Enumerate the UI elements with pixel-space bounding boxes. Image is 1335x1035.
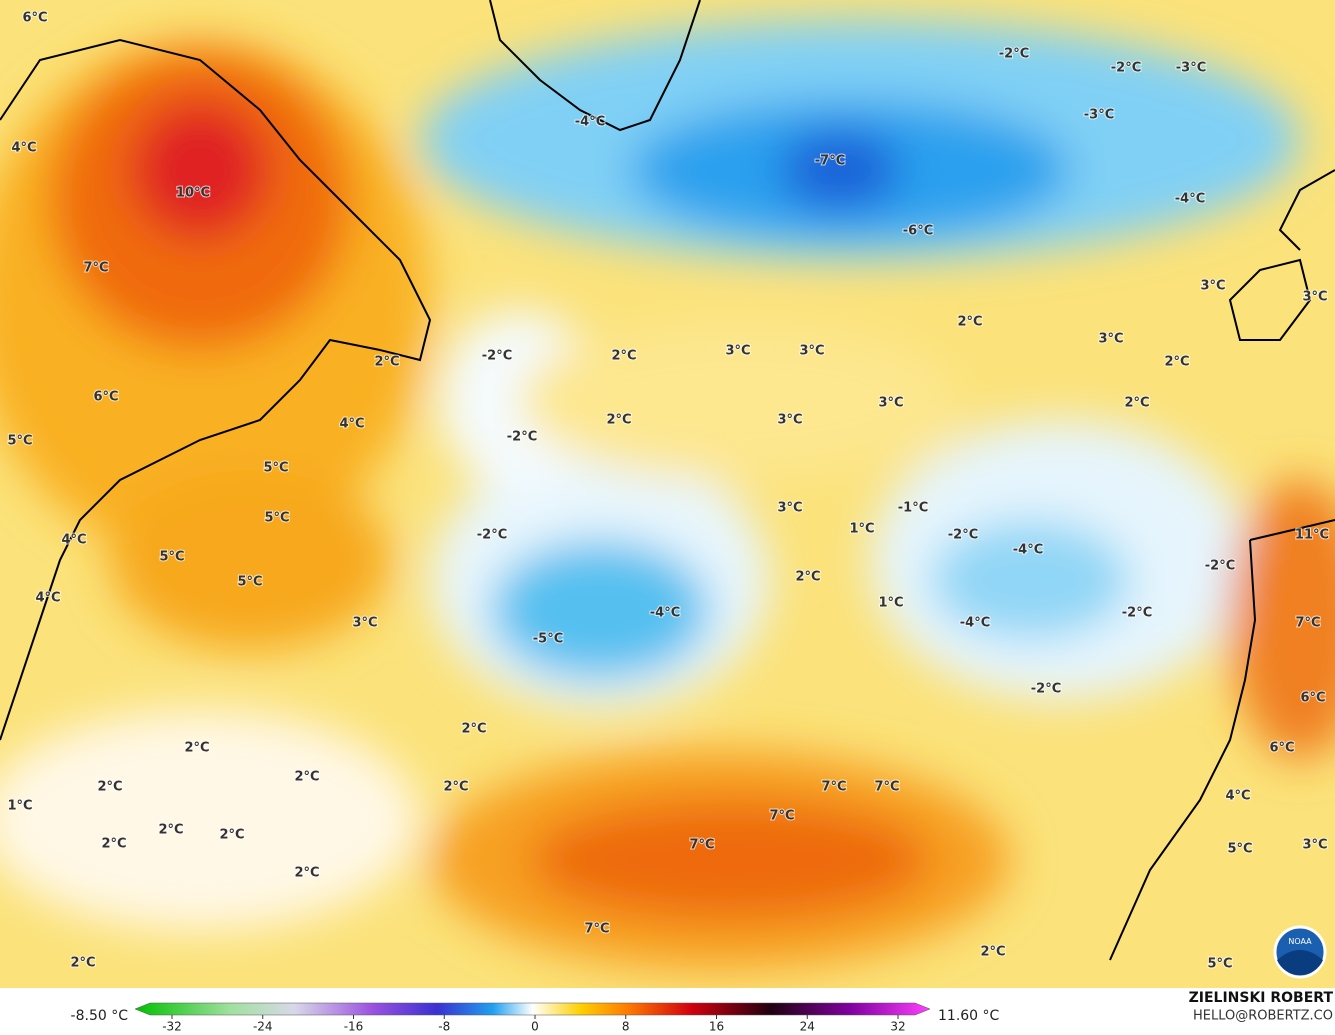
temp-label: 5°C [237,575,262,590]
temp-label: 2°C [158,823,183,838]
temp-label: 4°C [61,533,86,548]
temp-label: -4°C [1175,192,1205,207]
temperature-labels: 6°C 4°C 10°C 7°C 6°C 5°C 4°C 2°C 5°C 5°C 4°C 5°C 5°C… [6,10,1330,973]
temp-label: 3°C [799,344,824,359]
temp-label: 6°C [22,11,47,26]
temp-label: 2°C [957,315,982,330]
temp-label: -2°C [1122,606,1152,621]
temp-label: 7°C [584,922,609,937]
temp-label: -2°C [1205,559,1235,574]
temp-label: -4°C [1013,543,1043,558]
colorbar-tick-label: 8 [622,1020,630,1034]
colorbar: -8.50 °C 11.60 °C -32 -24 -16 -8 0 8 16 24 32 [71,1002,1000,1034]
temp-label: 1°C [878,596,903,611]
temp-label: 7°C [821,780,846,795]
temp-label: 2°C [1124,396,1149,411]
temp-label: -5°C [533,632,563,647]
temp-label: 3°C [1200,279,1225,294]
temp-label: -4°C [650,606,680,621]
credit-email: HELLO@ROBERTZ.CO [1193,1009,1333,1024]
temp-label: 3°C [878,396,903,411]
temp-label: 6°C [93,390,118,405]
temp-label: 4°C [11,141,36,156]
temp-label: 2°C [294,866,319,881]
temp-label: 2°C [294,770,319,785]
temp-label: -2°C [999,47,1029,62]
noaa-logo: NOAA [1273,925,1327,979]
temp-label: 5°C [1207,957,1232,972]
temp-label: 2°C [101,837,126,852]
temp-label: 3°C [352,616,377,631]
temp-label: 7°C [83,261,108,276]
temp-label: -2°C [482,349,512,364]
credit-name: ZIELINSKI ROBERT [1189,990,1334,1006]
temp-label: 2°C [980,945,1005,960]
temp-label: 2°C [443,780,468,795]
colorbar-tick-label: -16 [344,1020,364,1034]
temp-label: -2°C [1111,61,1141,76]
temp-label: 2°C [374,355,399,370]
temp-label: 7°C [769,809,794,824]
temp-label: -3°C [1084,108,1114,123]
temp-label: 11°C [1295,528,1329,543]
temperature-field [0,0,1335,988]
temp-label: 10°C [176,186,210,201]
colorbar-tick-label: -24 [253,1020,273,1034]
temp-label: -7°C [815,154,845,169]
temp-label: 4°C [35,591,60,606]
temp-label: 2°C [611,349,636,364]
coastlines [0,0,1335,961]
temp-label: -2°C [948,528,978,543]
colorbar-tick-label: 24 [800,1020,815,1034]
temp-label: 2°C [219,828,244,843]
temp-label: 5°C [263,461,288,476]
temp-label: 2°C [795,570,820,585]
temp-label: 2°C [97,780,122,795]
colorbar-min: -8.50 °C [71,1008,129,1024]
temp-label: 6°C [1269,741,1294,756]
temp-label: 2°C [1164,355,1189,370]
temp-label: -4°C [960,616,990,631]
temp-label: 7°C [1295,616,1320,631]
colorbar-tick-label: -8 [438,1020,450,1034]
colorbar-tick-label: 32 [890,1020,905,1034]
temp-label: 2°C [184,741,209,756]
temp-label: 1°C [7,799,32,814]
temp-label: -2°C [477,528,507,543]
temp-label: 4°C [339,417,364,432]
temp-label: 5°C [1227,842,1252,857]
temp-label: -2°C [1031,682,1061,697]
temp-label: 3°C [725,344,750,359]
temp-label: -1°C [898,501,928,516]
temp-label: 7°C [874,780,899,795]
temp-label: 5°C [159,550,184,565]
temp-label: 3°C [1302,290,1327,305]
temp-label: 6°C [1300,691,1325,706]
temp-label: -6°C [903,224,933,239]
temp-label: 3°C [1098,332,1123,347]
temp-label: -4°C [575,115,605,130]
temp-label: -3°C [1176,61,1206,76]
temp-label: 3°C [777,501,802,516]
temp-label: 4°C [1225,789,1250,804]
temp-label: 3°C [777,413,802,428]
colorbar-max: 11.60 °C [938,1008,1000,1024]
logo-text: NOAA [1288,937,1312,946]
temp-label: 7°C [689,838,714,853]
colorbar-tick-label: -32 [162,1020,182,1034]
temp-label: 2°C [606,413,631,428]
temp-label: 5°C [264,511,289,526]
colorbar-tick-label: 16 [709,1020,724,1034]
colorbar-tick-label: 0 [531,1020,539,1034]
temp-label: 2°C [70,956,95,971]
temp-label: -2°C [507,430,537,445]
temp-label: 1°C [849,522,874,537]
temp-label: 5°C [7,434,32,449]
temp-label: 3°C [1302,838,1327,853]
temp-label: 2°C [461,722,486,737]
